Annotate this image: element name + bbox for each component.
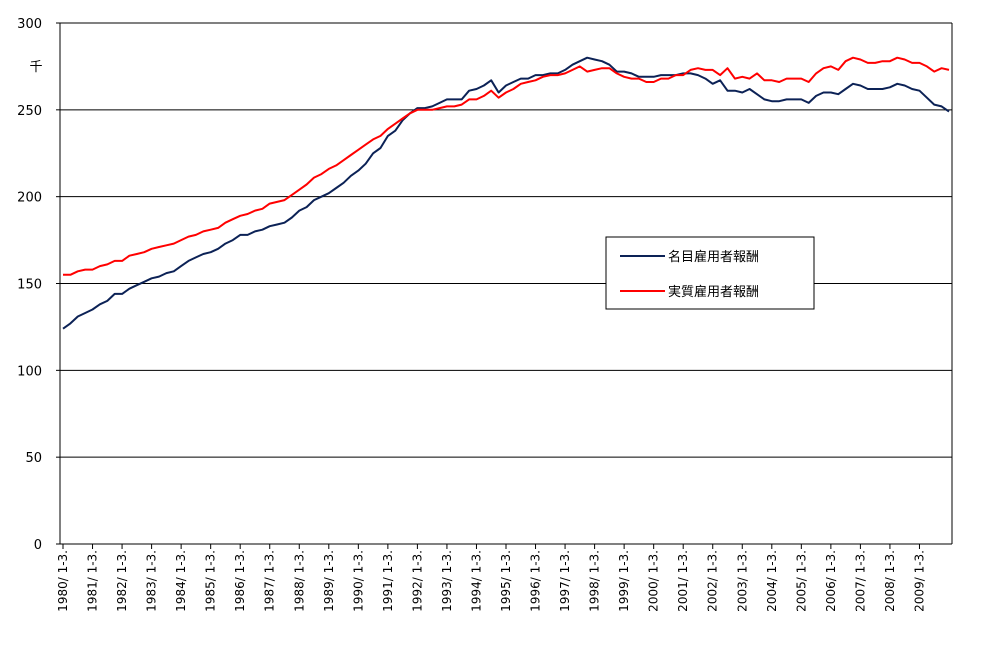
y-tick-label: 250 [17,104,42,119]
x-tick-label: 2000/ 1-3. [647,550,661,612]
x-tick-label: 2003/ 1-3. [735,550,749,612]
y-tick-label: 0 [34,538,42,553]
series-lines [62,56,950,330]
x-tick-label: 2005/ 1-3. [794,550,808,612]
x-tick-label: 2006/ 1-3. [824,550,838,612]
y-axis: 0 50 100 150 200 250 300 [17,17,953,553]
x-tick-label: 1992/ 1-3. [410,550,424,612]
y-tick-label: 300 [17,17,42,32]
x-tick-label: 2002/ 1-3. [706,550,720,612]
x-axis: 1980/ 1-3. 1981/ 1-3. 1982/ 1-3. 1983/ 1-3.… [56,543,952,612]
unit-label: 千 [29,60,42,75]
x-tick-label: 1984/ 1-3. [174,550,188,612]
x-tick-label: 2008/ 1-3. [883,550,897,612]
x-tick-label: 2004/ 1-3. [765,550,779,612]
x-tick-label: 1986/ 1-3. [233,550,247,612]
legend-label-real: 実質雇用者報酬 [668,284,759,300]
x-tick-label: 1987/ 1-3. [263,550,277,612]
x-tick-label: 1997/ 1-3. [558,550,572,612]
x-tick-label: 2009/ 1-3. [912,550,926,612]
legend: 名目雇用者報酬 実質雇用者報酬 [605,236,815,310]
x-tick-label: 1993/ 1-3. [440,550,454,612]
x-tick-label: 1985/ 1-3. [204,550,218,612]
y-tick-label: 50 [25,451,42,466]
x-tick-label: 1994/ 1-3. [469,550,483,612]
y-tick-label: 200 [17,191,42,206]
gridlines [60,109,952,458]
series-line-real [63,56,950,276]
y-tick-label: 100 [17,364,42,379]
x-tick-label: 1995/ 1-3. [499,550,513,612]
y-tick-label: 150 [17,278,42,293]
x-tick-label: 1981/ 1-3. [86,550,100,612]
x-tick-label: 1999/ 1-3. [617,550,631,612]
x-tick-label: 1983/ 1-3. [145,550,159,612]
x-tick-label: 1980/ 1-3. [56,550,70,612]
x-tick-label: 1996/ 1-3. [529,550,543,612]
legend-box [605,236,815,310]
x-tick-label: 2001/ 1-3. [676,550,690,612]
x-tick-label: 1991/ 1-3. [381,550,395,612]
x-tick-label: 1982/ 1-3. [115,550,129,612]
legend-label-nominal: 名目雇用者報酬 [668,249,759,265]
x-tick-label: 1989/ 1-3. [322,550,336,612]
x-tick-label: 2007/ 1-3. [853,550,867,612]
x-tick-label: 1998/ 1-3. [588,550,602,612]
x-tick-label: 1990/ 1-3. [351,550,365,612]
x-tick-label: 1988/ 1-3. [292,550,306,612]
series-line-nominal [62,56,950,330]
